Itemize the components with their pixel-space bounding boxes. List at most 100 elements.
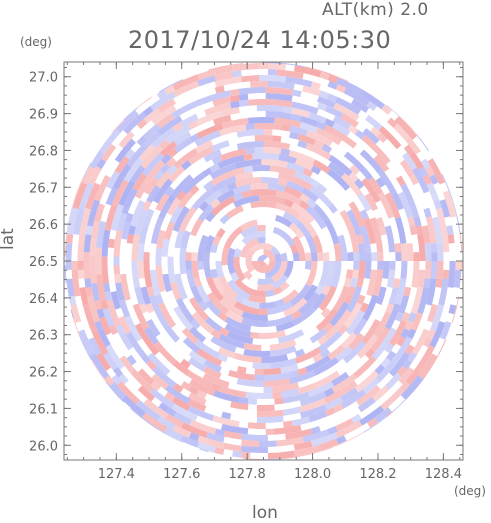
radar-cell	[217, 353, 228, 363]
radar-cell	[119, 332, 134, 351]
radar-cell	[263, 261, 268, 267]
radar-cell	[256, 415, 284, 424]
radar-cell	[283, 420, 293, 428]
radar-cell	[190, 285, 204, 304]
radar-cell	[154, 341, 177, 365]
radar-cell	[154, 170, 165, 181]
radar-cell	[288, 369, 299, 378]
radar-cell	[171, 174, 194, 198]
radar-cell	[220, 290, 238, 307]
radar-cell	[157, 415, 176, 431]
radar-cell	[205, 211, 216, 223]
radar-cell	[151, 373, 169, 390]
radar-cell	[381, 104, 392, 115]
radar-cell	[228, 369, 255, 381]
radar-cell	[335, 428, 347, 438]
radar-cell	[265, 428, 275, 435]
radar-cell	[159, 140, 178, 157]
radar-cell	[89, 353, 110, 379]
radar-cell	[399, 159, 415, 178]
radar-cell	[130, 369, 154, 393]
radar-cell	[173, 411, 192, 426]
radar-cell	[166, 197, 181, 216]
radar-cell	[136, 118, 148, 130]
radar-cell	[230, 272, 240, 283]
radar-cell	[375, 177, 386, 188]
radar-cell	[310, 165, 322, 175]
radar-cell	[136, 413, 160, 431]
radar-cell	[335, 418, 354, 432]
radar-cell	[121, 221, 131, 240]
radar-cell	[108, 324, 119, 336]
radar-cell	[423, 355, 439, 379]
radar-cell	[214, 428, 225, 437]
radar-cell	[106, 299, 121, 327]
radar-cell	[164, 325, 180, 343]
x-tick-label: 128.4	[425, 467, 462, 482]
radar-cell	[71, 269, 81, 297]
radar-cell	[140, 145, 163, 169]
radar-cell	[366, 101, 378, 112]
x-axis-label: lon	[252, 503, 278, 523]
radar-cell	[453, 269, 462, 288]
radar-cell	[331, 261, 342, 288]
radar-cell	[358, 261, 366, 279]
radar-cell	[214, 447, 225, 455]
radar-cell	[123, 113, 131, 121]
radar-cell	[422, 174, 433, 186]
radar-cell	[400, 243, 408, 261]
radar-cell	[146, 359, 157, 371]
radar-cell	[274, 117, 302, 128]
radar-cell	[170, 281, 182, 301]
radar-cell	[151, 105, 177, 125]
y-tick-label: 26.3	[29, 329, 58, 344]
radar-cell	[143, 398, 169, 420]
radar-cell	[279, 456, 298, 460]
radar-cell	[356, 277, 364, 288]
radar-cell	[212, 276, 226, 295]
radar-cell	[425, 166, 435, 177]
radar-cell	[313, 357, 340, 376]
radar-cell	[173, 158, 184, 169]
radar-cell	[317, 335, 329, 346]
radar-cell	[227, 279, 251, 301]
radar-cell	[343, 340, 366, 364]
radar-cell	[301, 187, 319, 203]
radar-cell	[128, 225, 136, 236]
x-axis-unit: (deg)	[454, 484, 486, 498]
radar-cell	[303, 284, 318, 302]
radar-cell	[395, 251, 402, 261]
radar-cell	[136, 135, 148, 147]
radar-cell	[373, 154, 390, 173]
radar-cell	[375, 216, 385, 228]
radar-cell	[285, 76, 304, 86]
radar-cell	[221, 411, 232, 420]
radar-cell	[276, 436, 304, 447]
radar-cell	[300, 404, 328, 419]
radar-cell	[96, 352, 111, 371]
radar-cell	[354, 370, 379, 393]
radar-cell	[254, 135, 273, 142]
radar-cell	[409, 151, 424, 170]
radar-cell	[430, 304, 445, 332]
radar-cell	[163, 221, 176, 240]
radar-cell	[323, 322, 334, 333]
radar-cell	[225, 63, 244, 67]
radar-cell	[194, 139, 214, 154]
y-tick-label: 26.0	[29, 439, 58, 454]
radar-cell	[252, 153, 280, 161]
radar-cell	[305, 130, 333, 147]
radar-cell	[380, 357, 391, 369]
radar-cell	[173, 131, 192, 146]
radar-cell	[341, 173, 363, 197]
radar-cell	[426, 182, 439, 202]
radar-cell	[167, 256, 176, 284]
radar-cell	[203, 359, 222, 373]
radar-cell	[427, 158, 446, 185]
radar-cell	[232, 70, 242, 78]
radar-cell	[169, 205, 183, 224]
radar-cell	[203, 366, 222, 380]
radar-cell	[64, 229, 68, 257]
radar-cell	[364, 348, 376, 359]
radar-cell	[322, 252, 330, 261]
